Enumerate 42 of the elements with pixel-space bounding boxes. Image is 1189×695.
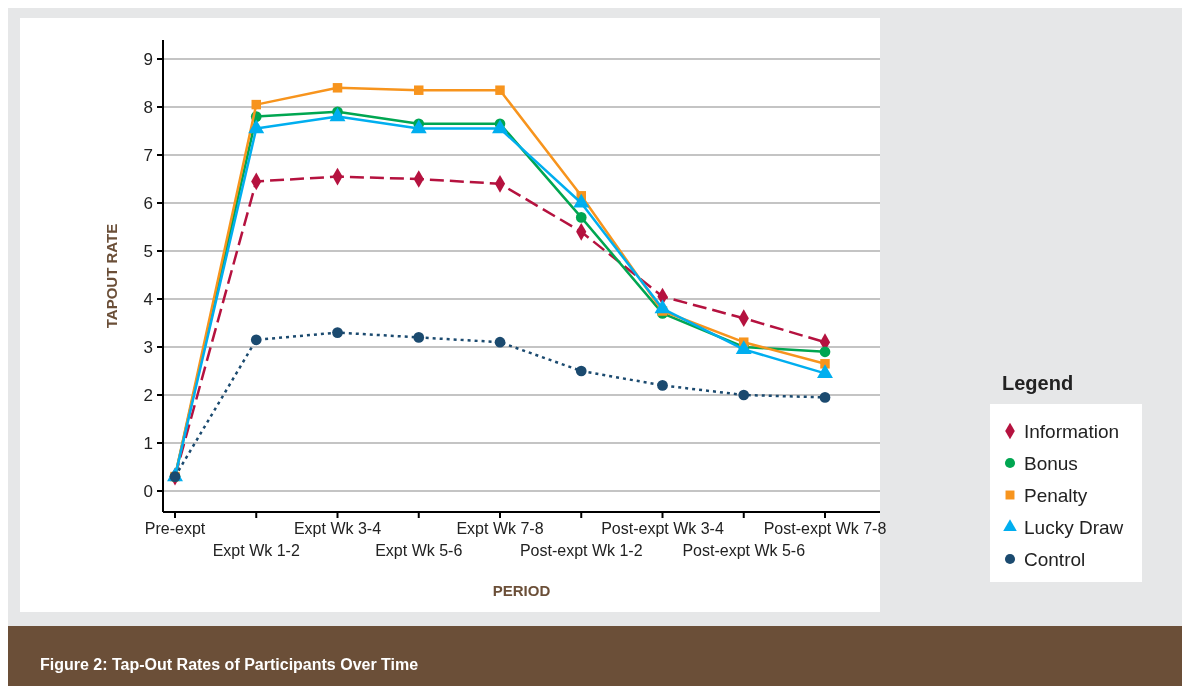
point (414, 85, 424, 95)
point (494, 336, 506, 348)
y-axis-title: TAPOUT RATE (103, 223, 120, 329)
x-tick-label: Post-expt Wk 3-4 (601, 520, 724, 537)
x-tick-label: Post-expt Wk 1-2 (519, 542, 643, 559)
legend-label: Control (1024, 548, 1086, 570)
y-tick-label: 0 (143, 481, 153, 501)
y-tick-label: 4 (143, 289, 153, 309)
legend-label: Bonus (1024, 452, 1078, 474)
legend-label: Information (1024, 420, 1120, 442)
y-tick-label: 9 (143, 49, 153, 69)
x-tick-label: Expt Wk 1-2 (212, 542, 300, 559)
x-axis-title: PERIOD (492, 582, 551, 599)
y-tick-label: 6 (143, 193, 153, 213)
legend-label: Lucky Draw (1024, 516, 1124, 538)
text: Figure 2: Tap-Out Rates of Participants Over Time (40, 656, 419, 673)
point (495, 85, 505, 95)
x-tick-label: Expt Wk 7-8 (456, 520, 544, 537)
point (657, 380, 668, 391)
y-tick-label: 2 (143, 385, 153, 405)
y-tick-label: 5 (143, 241, 153, 261)
point (332, 327, 343, 338)
x-tick-label: Expt Wk 5-6 (375, 542, 463, 559)
y-tick-label: 7 (143, 145, 153, 165)
point (250, 334, 262, 346)
point (251, 99, 261, 110)
point (332, 83, 343, 93)
y-tick-label: 1 (143, 433, 153, 453)
y-tick-label: 8 (143, 97, 153, 117)
point (413, 332, 425, 343)
x-tick-label: Post-expt Wk 5-6 (682, 542, 806, 559)
x-tick-label: Pre-expt (144, 520, 206, 537)
y-tick-label: 3 (143, 337, 153, 357)
x-tick-label: Post-expt Wk 7-8 (763, 520, 887, 537)
point (575, 365, 587, 377)
point (575, 212, 587, 223)
point (738, 389, 750, 401)
x-tick-label: Expt Wk 3-4 (293, 520, 382, 537)
point (819, 392, 831, 403)
legend-title: Legend (1002, 372, 1074, 394)
legend-label: Penalty (1024, 484, 1088, 506)
point (819, 346, 831, 358)
